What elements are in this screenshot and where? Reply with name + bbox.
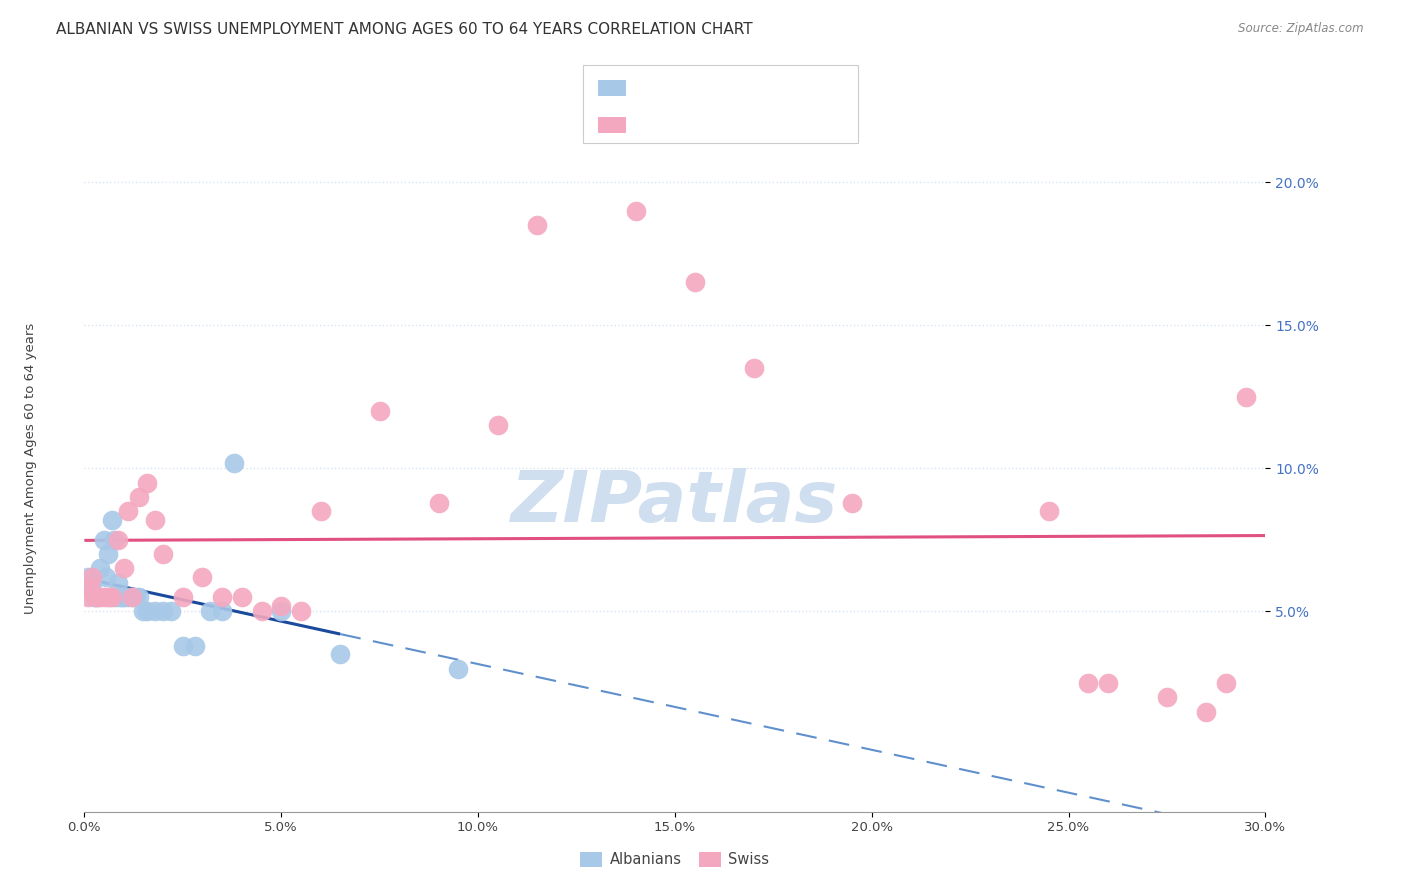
Text: 0.015: 0.015 [671,83,714,97]
Point [128,490,150,504]
Point [1038,504,1060,518]
Point [107,533,129,547]
Point [82,570,104,584]
Point [231,590,253,604]
Point [107,575,129,590]
Point [103,533,125,547]
Point [124,590,146,604]
Point [742,361,765,376]
Text: Unemployment Among Ages 60 to 64 years: Unemployment Among Ages 60 to 64 years [24,323,38,614]
Point [143,604,166,618]
Point [97,547,120,561]
Point [77,590,100,604]
Text: 35: 35 [756,83,776,97]
Text: R =: R = [637,83,666,97]
Point [1195,705,1218,719]
Point [427,496,450,510]
Point [89,590,111,604]
Point [136,604,159,618]
Point [183,639,205,653]
Point [84,590,107,604]
Point [368,404,391,418]
Point [112,561,135,575]
Point [111,590,134,604]
Point [172,639,194,653]
Point [1156,690,1178,705]
Point [98,590,121,604]
Point [270,604,292,618]
Point [104,590,127,604]
Point [93,590,115,604]
Point [1077,676,1099,690]
Text: ZIPatlas: ZIPatlas [512,468,838,537]
Point [172,590,194,604]
Point [191,570,214,584]
Point [108,590,131,604]
Point [87,590,110,604]
Text: N =: N = [711,83,751,97]
Point [93,533,115,547]
Point [79,582,101,596]
Point [329,648,352,662]
Point [121,590,143,604]
Point [82,575,104,590]
Point [128,590,150,604]
Text: 0.109: 0.109 [671,120,714,134]
Point [152,604,174,618]
Point [526,218,548,232]
Point [97,590,120,604]
Point [841,496,863,510]
Point [1234,390,1257,404]
Point [211,604,233,618]
Point [152,547,174,561]
Text: N =: N = [711,120,751,134]
Point [117,504,139,518]
Point [211,590,233,604]
Point [222,456,245,470]
Point [1097,676,1119,690]
Point [121,590,143,604]
Point [200,604,222,618]
Point [486,418,509,433]
Point [83,590,105,604]
Text: R =: R = [637,120,666,134]
Point [112,590,135,604]
Point [160,604,183,618]
Point [101,513,124,527]
Point [136,475,159,490]
Text: 39: 39 [756,120,776,134]
Point [79,582,101,596]
Point [250,604,273,618]
Point [143,513,166,527]
Point [132,604,155,618]
Point [1215,676,1237,690]
Point [447,662,470,676]
Point [89,561,111,575]
Point [77,570,100,584]
Point [309,504,332,518]
Point [270,599,292,613]
Point [94,570,117,584]
Text: ALBANIAN VS SWISS UNEMPLOYMENT AMONG AGES 60 TO 64 YEARS CORRELATION CHART: ALBANIAN VS SWISS UNEMPLOYMENT AMONG AGE… [56,22,752,37]
Text: Source: ZipAtlas.com: Source: ZipAtlas.com [1239,22,1364,36]
Point [101,590,124,604]
Point [117,590,139,604]
Point [84,590,107,604]
Legend: Albanians, Swiss: Albanians, Swiss [575,846,775,873]
Point [624,203,647,218]
Point [683,275,706,289]
Point [290,604,312,618]
